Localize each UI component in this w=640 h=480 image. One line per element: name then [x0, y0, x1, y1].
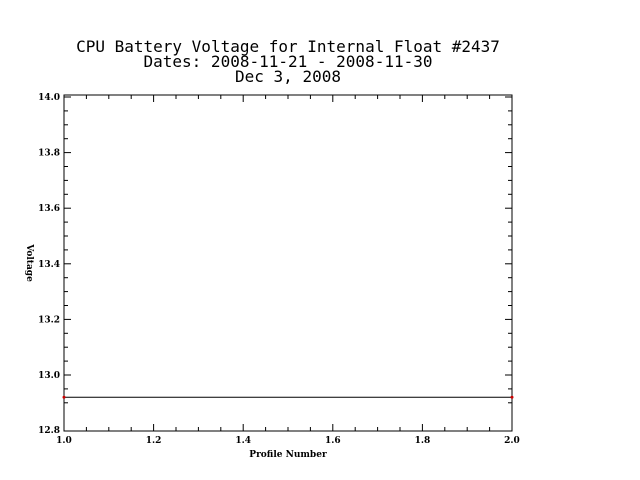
y-tick-label: 12.8: [38, 426, 60, 436]
x-tick-labels: 1.0 1.2 1.4 1.6 1.8 2.0: [56, 436, 520, 446]
chart-title-line-3: Dec 3, 2008: [235, 67, 341, 86]
axis-ticks: [63, 95, 513, 431]
y-tick-label: 13.6: [38, 204, 60, 214]
x-tick-label: 1.0: [56, 436, 72, 446]
y-tick-label: 13.2: [38, 315, 60, 325]
plot-frame: [63, 94, 513, 432]
data-point: [62, 395, 66, 399]
y-tick-labels: 12.8 13.0 13.2 13.4 13.6 13.8 14.0: [38, 93, 60, 436]
data-point: [510, 395, 514, 399]
y-tick-label: 13.4: [38, 260, 60, 270]
x-tick-label: 2.0: [504, 436, 520, 446]
y-axis-label: Voltage: [24, 243, 34, 282]
x-tick-label: 1.4: [235, 436, 251, 446]
chart-title-line-1: CPU Battery Voltage for Internal Float #…: [76, 37, 500, 56]
y-tick-label: 14.0: [38, 93, 60, 103]
chart-title-line-2: Dates: 2008-11-21 - 2008-11-30: [144, 52, 433, 71]
x-tick-label: 1.6: [325, 436, 341, 446]
y-tick-label: 13.8: [38, 149, 60, 159]
series-layer: [62, 395, 514, 399]
y-tick-label: 13.0: [38, 371, 60, 381]
x-axis-label: Profile Number: [249, 450, 327, 460]
x-tick-label: 1.8: [415, 436, 431, 446]
x-tick-label: 1.2: [146, 436, 162, 446]
